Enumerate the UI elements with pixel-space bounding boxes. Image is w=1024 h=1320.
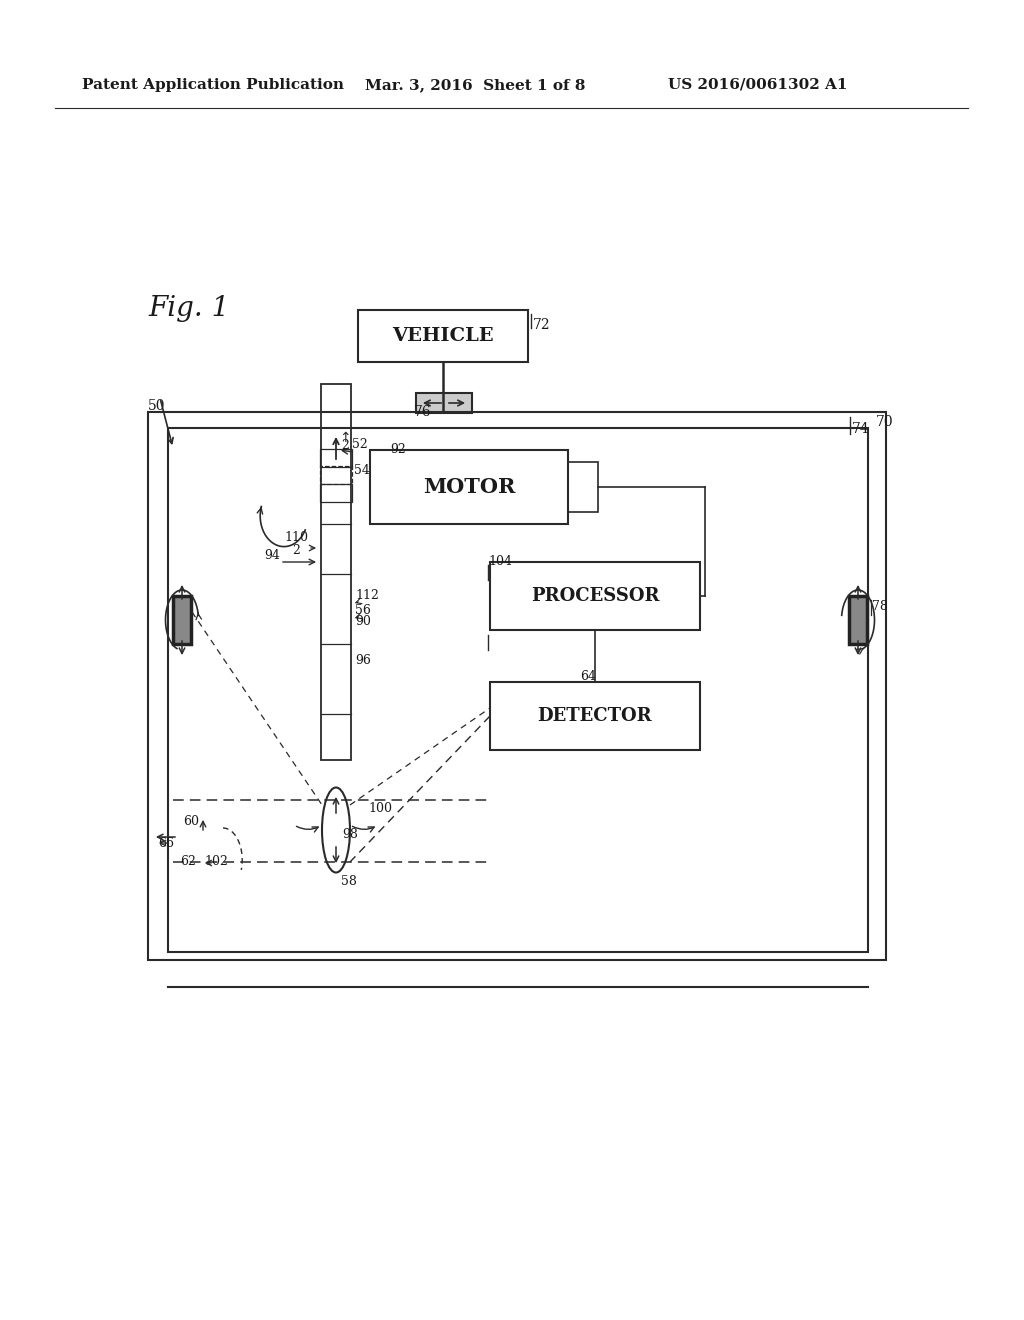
Text: Patent Application Publication: Patent Application Publication bbox=[82, 78, 344, 92]
Bar bbox=[849, 597, 867, 644]
Text: 110: 110 bbox=[284, 531, 308, 544]
Text: 90: 90 bbox=[355, 615, 371, 628]
Text: 74: 74 bbox=[852, 422, 869, 436]
Text: Mar. 3, 2016  Sheet 1 of 8: Mar. 3, 2016 Sheet 1 of 8 bbox=[365, 78, 586, 92]
Bar bbox=[168, 428, 868, 952]
Text: 102: 102 bbox=[204, 855, 228, 869]
Text: 78: 78 bbox=[872, 601, 888, 612]
Bar bbox=[319, 449, 352, 467]
Text: 94: 94 bbox=[264, 549, 280, 562]
Text: 70: 70 bbox=[876, 414, 894, 429]
Text: 2: 2 bbox=[292, 544, 300, 557]
Text: 104: 104 bbox=[488, 554, 512, 568]
Bar bbox=[319, 466, 352, 484]
Bar bbox=[321, 384, 351, 760]
Text: 54: 54 bbox=[354, 465, 370, 477]
Text: DETECTOR: DETECTOR bbox=[538, 708, 652, 725]
Bar bbox=[148, 412, 886, 960]
Bar bbox=[358, 310, 528, 362]
Text: 64: 64 bbox=[580, 671, 596, 682]
Bar bbox=[490, 562, 700, 630]
Text: 92: 92 bbox=[390, 444, 406, 455]
Bar bbox=[568, 462, 598, 512]
Text: PROCESSOR: PROCESSOR bbox=[530, 587, 659, 605]
Text: 72: 72 bbox=[534, 318, 551, 333]
Bar bbox=[416, 393, 472, 413]
Text: 2: 2 bbox=[341, 440, 349, 451]
Text: 56: 56 bbox=[355, 605, 371, 616]
Text: 100: 100 bbox=[368, 803, 392, 814]
Bar bbox=[319, 484, 352, 502]
Text: 96: 96 bbox=[355, 653, 371, 667]
Text: 58: 58 bbox=[341, 875, 357, 888]
Text: 76: 76 bbox=[414, 405, 432, 418]
Text: 62: 62 bbox=[180, 855, 196, 869]
Text: 112: 112 bbox=[355, 589, 379, 602]
Text: ↑: ↑ bbox=[339, 432, 350, 445]
Text: VEHICLE: VEHICLE bbox=[392, 327, 494, 345]
Text: 98: 98 bbox=[342, 828, 357, 841]
Text: US 2016/0061302 A1: US 2016/0061302 A1 bbox=[668, 78, 848, 92]
Text: Fig. 1: Fig. 1 bbox=[148, 294, 229, 322]
Text: 60: 60 bbox=[183, 814, 199, 828]
Bar bbox=[490, 682, 700, 750]
Text: 50: 50 bbox=[148, 399, 166, 413]
Text: MOTOR: MOTOR bbox=[423, 477, 515, 498]
Text: 52: 52 bbox=[352, 438, 368, 451]
Text: 66: 66 bbox=[158, 837, 174, 850]
Bar bbox=[173, 597, 191, 644]
Bar bbox=[370, 450, 568, 524]
